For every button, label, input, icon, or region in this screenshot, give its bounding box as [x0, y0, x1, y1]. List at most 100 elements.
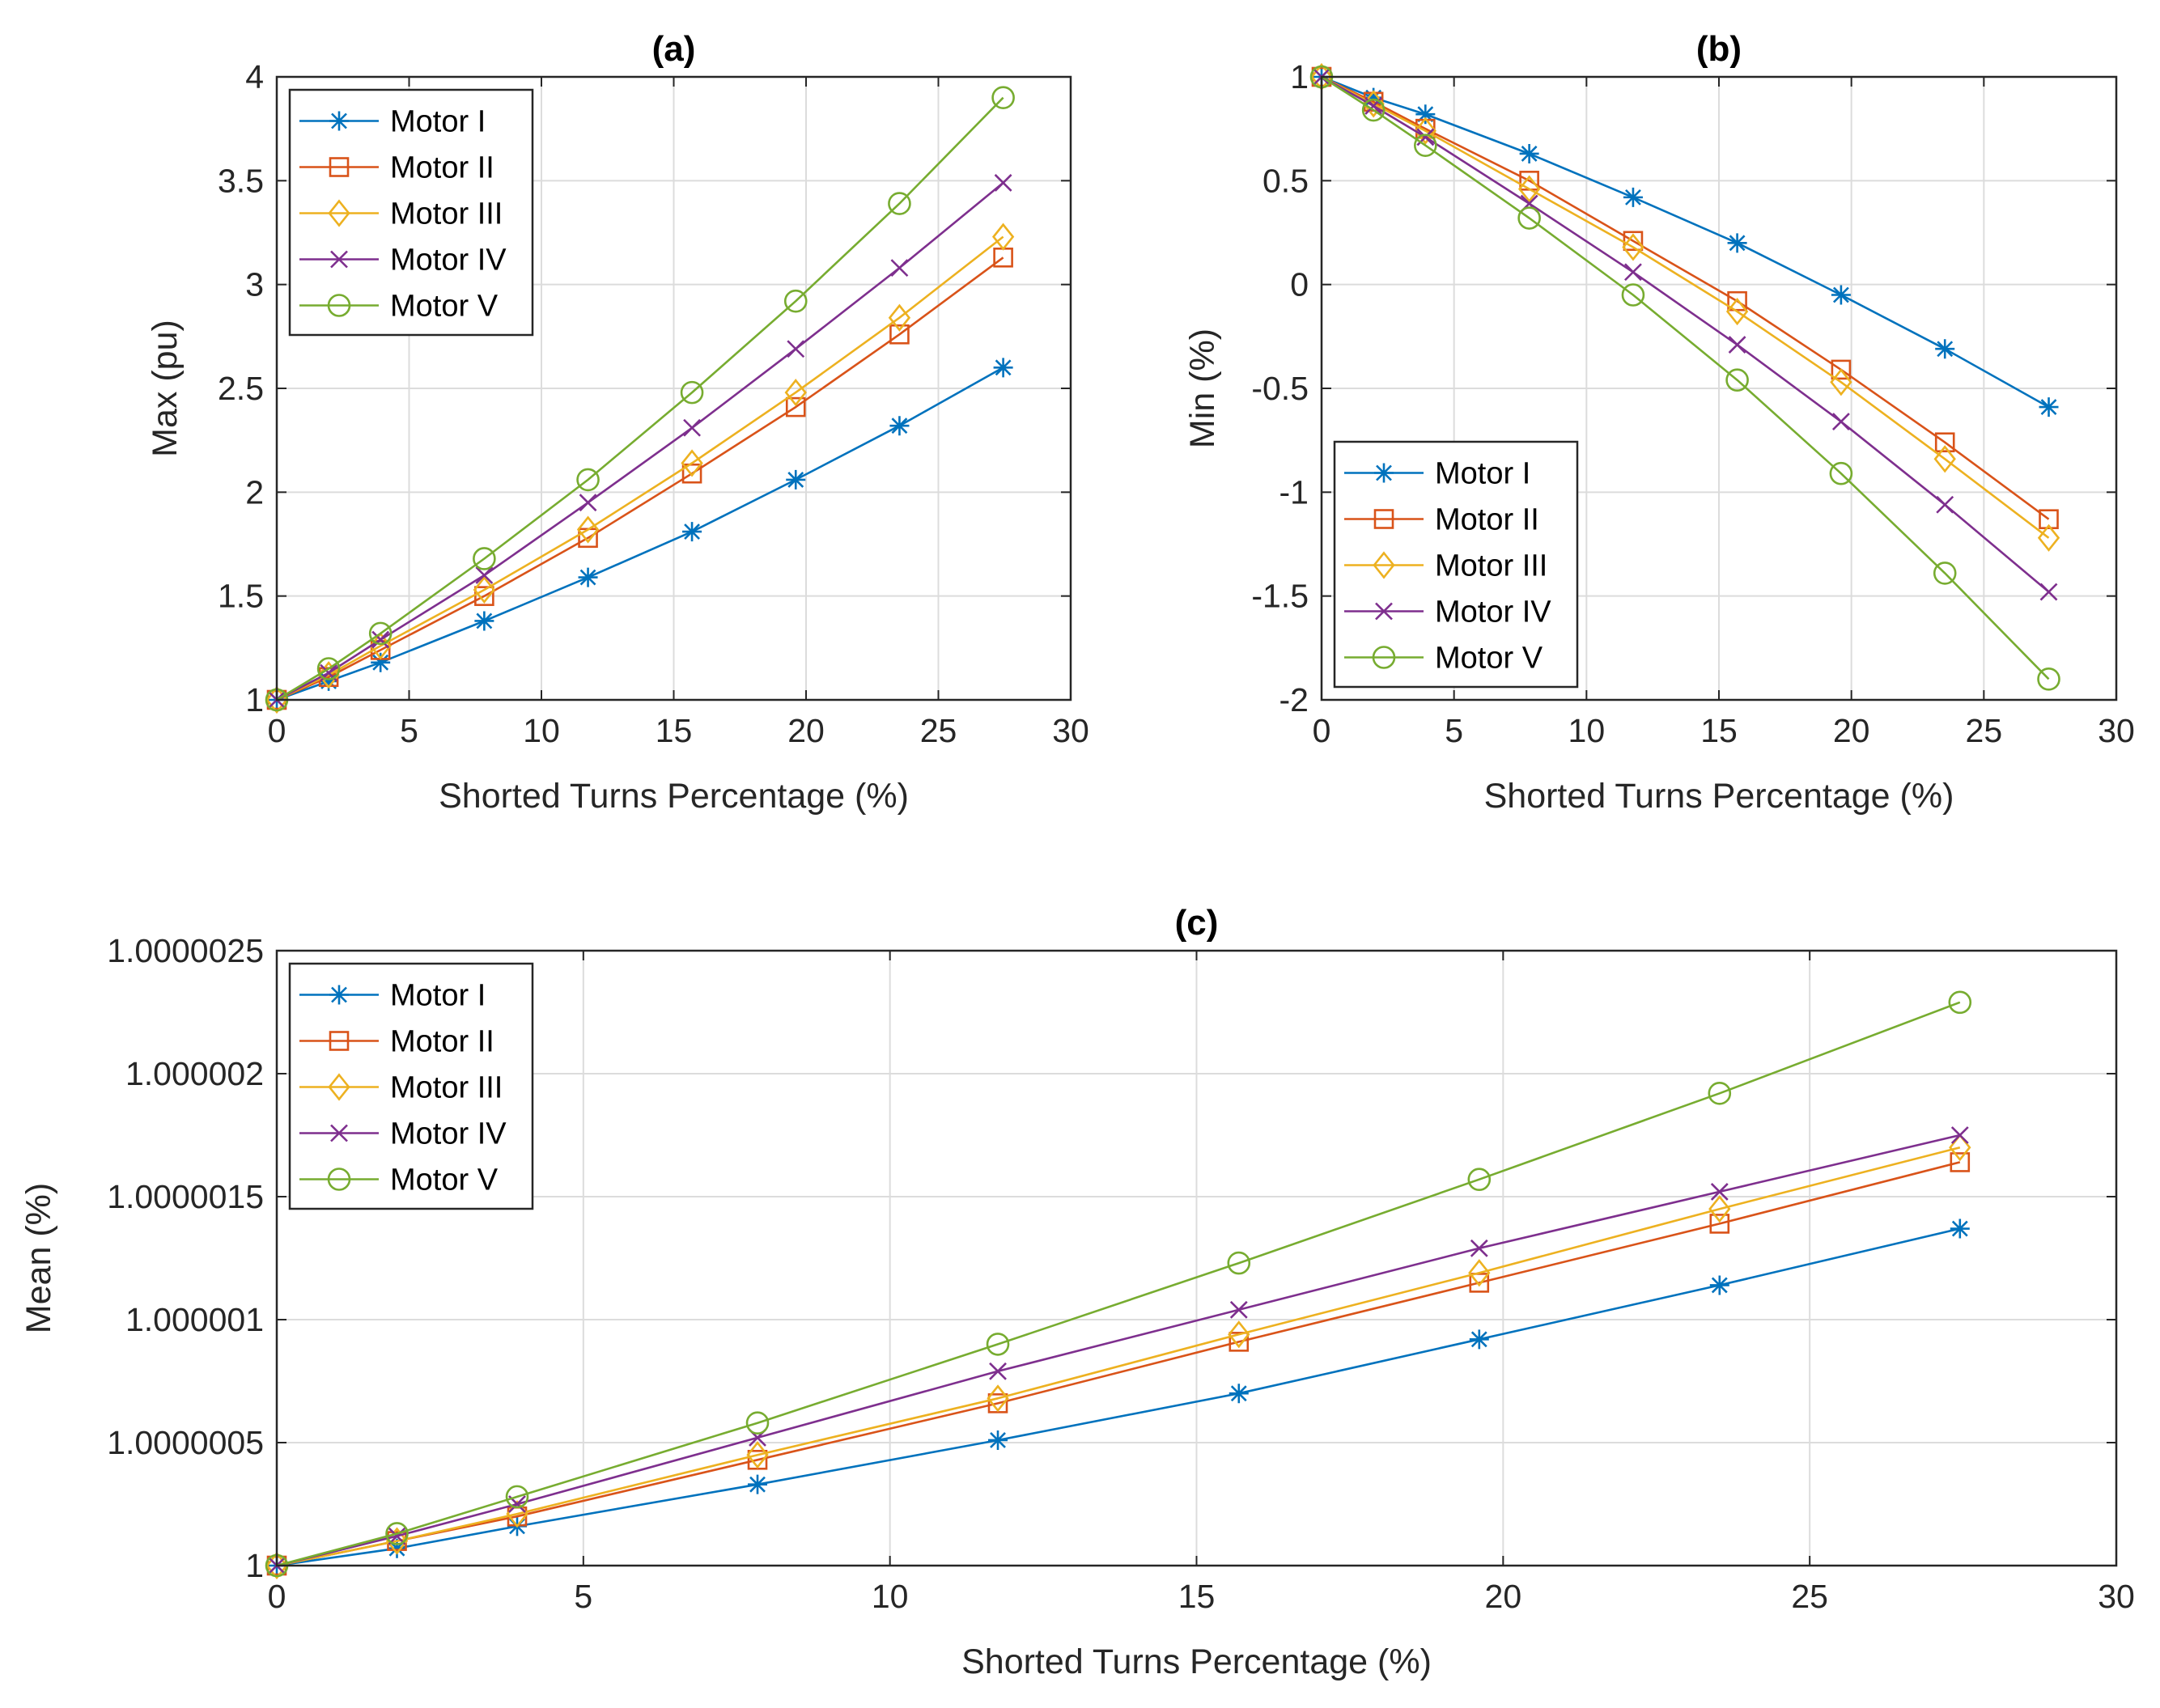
y-tick-label: 1.000002 [125, 1055, 264, 1092]
data-point [475, 566, 494, 584]
legend-label: Motor V [1435, 642, 1543, 676]
legend-item: Motor II [299, 151, 494, 185]
legend-marker-icon [327, 1168, 351, 1191]
data-point [993, 358, 1013, 378]
data-point [1517, 175, 1541, 203]
data-point [578, 567, 598, 587]
data-point [784, 379, 807, 407]
x-tick-label: 5 [400, 712, 418, 749]
legend: Motor I Motor II Motor III Motor IV Motor V [1333, 440, 1579, 689]
x-tick-label: 20 [787, 712, 825, 749]
data-point [316, 657, 341, 680]
data-point [1831, 285, 1851, 305]
data-point [1229, 1300, 1248, 1319]
legend-label: Motor IV [390, 244, 507, 278]
legend-marker-icon [1372, 646, 1396, 669]
data-point [989, 1362, 1007, 1380]
legend-label: Motor V [390, 1163, 499, 1197]
series-line [276, 1001, 1961, 1567]
x-tick-label: 15 [656, 712, 693, 749]
legend-item: Motor II [299, 1025, 494, 1059]
y-tick-label: 1.5 [218, 578, 264, 615]
data-point [371, 652, 391, 672]
y-tick-label: 0 [1290, 266, 1309, 303]
x-tick-label: 5 [574, 1578, 592, 1615]
legend-marker-icon [1373, 551, 1395, 579]
series-line [276, 256, 1004, 701]
chart-panel-b: 0 5 10 15 20 25 30 -2 -1.5 -1 -0.5 0 0.5 1 (b) Shorted … [1183, 29, 2135, 816]
legend-label: Motor III [390, 1071, 503, 1105]
data-point [387, 1538, 407, 1558]
data-point [1622, 233, 1644, 261]
legend-label: Motor I [1435, 457, 1530, 491]
y-tick-label: 1.0000015 [107, 1178, 264, 1215]
x-tick-label: 30 [2098, 712, 2135, 749]
data-point [889, 416, 910, 436]
x-axis-label: Shorted Turns Percentage (%) [961, 1642, 1432, 1681]
x-tick-label: 20 [1833, 712, 1870, 749]
data-point [1728, 336, 1746, 354]
data-point [681, 463, 702, 484]
data-point [1467, 1168, 1492, 1192]
x-tick-label: 25 [1966, 712, 2003, 749]
data-point [576, 515, 600, 544]
data-point [1414, 117, 1436, 145]
data-point [1830, 368, 1852, 396]
legend-marker-icon [330, 250, 348, 269]
data-point [1831, 413, 1850, 430]
data-point [1708, 1195, 1731, 1223]
data-point [1725, 368, 1749, 392]
data-point [682, 522, 702, 542]
data-point [576, 468, 600, 492]
legend-marker-icon [328, 199, 350, 227]
data-point [319, 671, 339, 691]
y-tick-label: 0.5 [1262, 162, 1309, 199]
data-point [2039, 583, 2058, 601]
y-tick-label: 1 [245, 1547, 264, 1584]
data-point [1829, 461, 1853, 485]
x-tick-label: 5 [1445, 712, 1463, 749]
x-axis-label: Shorted Turns Percentage (%) [439, 777, 909, 816]
x-tick-label: 10 [1568, 712, 1606, 749]
data-point [317, 661, 340, 689]
y-tick-label: -2 [1279, 681, 1309, 718]
y-tick-label: 3 [245, 266, 264, 303]
y-tick-label: 1.0000025 [107, 932, 264, 969]
series-line [276, 1146, 1961, 1567]
x-tick-label: 0 [268, 1578, 286, 1615]
data-point [888, 303, 911, 332]
x-tick-label: 30 [1052, 712, 1089, 749]
legend-item: Motor V [299, 1163, 499, 1197]
data-point [265, 1551, 288, 1580]
data-point [1950, 1126, 1969, 1144]
data-point [1623, 231, 1644, 252]
x-tick-label: 15 [1700, 712, 1738, 749]
legend-label: Motor IV [1435, 595, 1551, 629]
series-motor-v [1309, 65, 2060, 691]
data-point [1936, 495, 1954, 514]
legend-item: Motor I [299, 105, 486, 139]
axes-frame [275, 75, 1072, 701]
chart-title: (c) [1175, 903, 1219, 943]
data-point [1727, 233, 1747, 253]
series-motor-v [265, 990, 1972, 1578]
y-tick-label: 2.5 [218, 370, 264, 407]
data-point [1621, 283, 1645, 307]
data-point [748, 1474, 768, 1494]
legend-marker-icon [1375, 602, 1393, 621]
legend-label: Motor IV [390, 1117, 507, 1151]
data-point [1949, 1134, 1971, 1162]
data-point [987, 1384, 1009, 1413]
data-point [889, 324, 910, 345]
x-tick-label: 30 [2098, 1578, 2135, 1615]
y-tick-label: 1.0000005 [107, 1424, 264, 1461]
series-line [276, 96, 1004, 701]
data-point [991, 223, 1015, 251]
x-tick-label: 25 [1791, 1578, 1828, 1615]
data-point [1414, 134, 1437, 157]
x-tick-label: 10 [872, 1578, 909, 1615]
data-point [473, 575, 496, 604]
data-point [2037, 523, 2060, 552]
data-point [786, 469, 806, 490]
legend-item: Motor I [1344, 457, 1530, 491]
